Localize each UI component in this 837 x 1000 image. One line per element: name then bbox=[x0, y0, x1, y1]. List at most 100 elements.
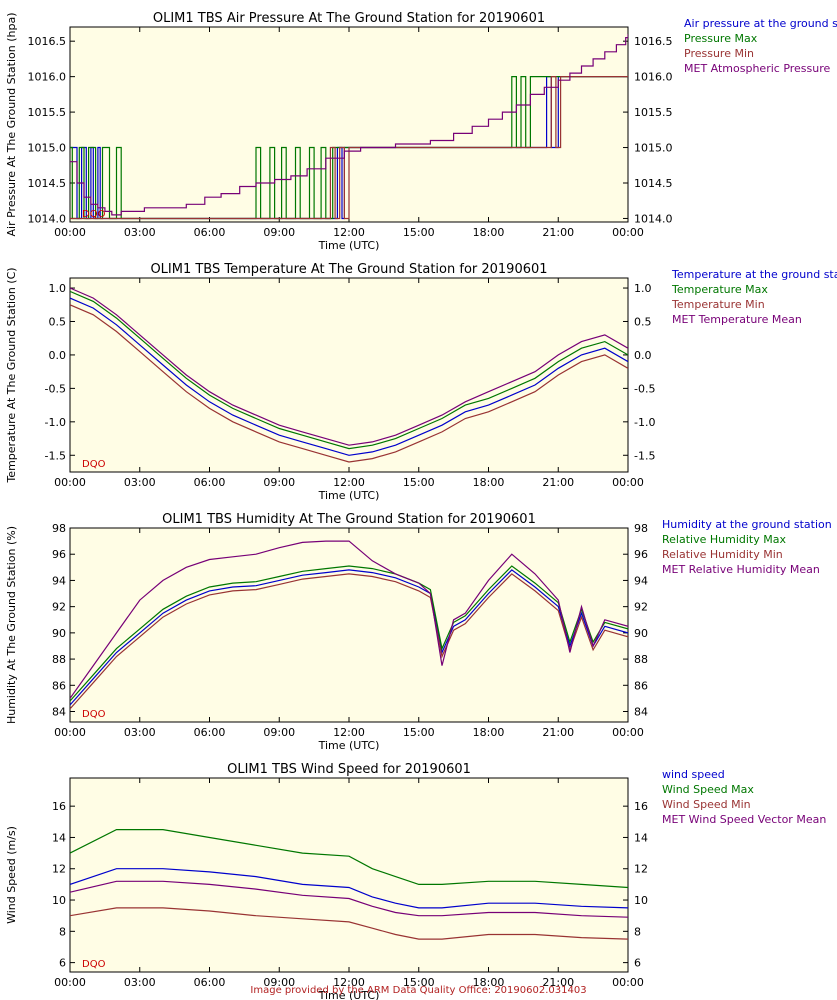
series-line-2 bbox=[70, 573, 628, 710]
x-tick-label: 12:00 bbox=[333, 726, 365, 739]
plot-area bbox=[69, 527, 629, 723]
y-tick-label-right: 1015.0 bbox=[634, 142, 673, 155]
x-tick-label: 21:00 bbox=[542, 476, 574, 489]
x-axis-label: Time (UTC) bbox=[318, 989, 380, 1000]
y-tick-label-right: 1016.0 bbox=[634, 71, 673, 84]
y-axis-label: Wind Speed (m/s) bbox=[5, 826, 18, 924]
x-tick-label: 15:00 bbox=[403, 726, 435, 739]
legend-entry: Humidity at the ground station bbox=[662, 518, 832, 531]
x-tick-label: 03:00 bbox=[124, 976, 156, 989]
y-tick-label: 1014.5 bbox=[28, 177, 67, 190]
dqo-annotation: DQO bbox=[82, 709, 106, 720]
y-tick-label-right: 8 bbox=[634, 925, 641, 938]
x-tick-label: 00:00 bbox=[54, 226, 86, 239]
legend-entry: MET Atmospheric Pressure bbox=[684, 62, 831, 75]
x-tick-label: 06:00 bbox=[194, 726, 226, 739]
x-axis-label: Time (UTC) bbox=[318, 239, 380, 252]
y-tick-label-right: 1016.5 bbox=[634, 35, 673, 48]
series-line-1 bbox=[70, 290, 628, 450]
legend-entry: MET Wind Speed Vector Mean bbox=[662, 813, 826, 826]
x-tick-label: 00:00 bbox=[54, 726, 86, 739]
chart-panel-1: OLIM1 TBS Temperature At The Ground Stat… bbox=[5, 262, 837, 502]
x-tick-label: 21:00 bbox=[542, 726, 574, 739]
legend-entry: MET Relative Humidity Mean bbox=[662, 563, 820, 576]
series-line-3 bbox=[70, 540, 628, 699]
x-tick-label: 06:00 bbox=[194, 476, 226, 489]
y-axis-label: Air Pressure At The Ground Station (hpa) bbox=[5, 12, 18, 236]
legend-entry: Air pressure at the ground sta bbox=[684, 17, 837, 30]
series-line-1 bbox=[70, 76, 628, 220]
legend-entry: Relative Humidity Max bbox=[662, 533, 786, 546]
x-tick-label: 06:00 bbox=[194, 226, 226, 239]
y-tick-label: 0.5 bbox=[49, 315, 67, 328]
y-tick-label-right: 94 bbox=[634, 574, 648, 587]
x-tick-label: 15:00 bbox=[403, 476, 435, 489]
x-tick-label: 03:00 bbox=[124, 476, 156, 489]
y-tick-label: 92 bbox=[52, 601, 66, 614]
footer-credit: Image provided by the ARM Data Quality O… bbox=[250, 985, 587, 996]
y-tick-label-right: -1.0 bbox=[634, 416, 655, 429]
x-tick-label: 15:00 bbox=[403, 976, 435, 989]
y-tick-label-right: 14 bbox=[634, 831, 648, 844]
y-tick-label-right: 1014.5 bbox=[634, 177, 673, 190]
y-axis-label: Temperature At The Ground Station (C) bbox=[5, 267, 18, 483]
x-tick-label: 12:00 bbox=[333, 226, 365, 239]
x-tick-label: 12:00 bbox=[333, 976, 365, 989]
plot-area bbox=[69, 777, 629, 973]
x-tick-label: 15:00 bbox=[403, 226, 435, 239]
y-tick-label-right: -0.5 bbox=[634, 382, 655, 395]
legend-entry: Temperature Min bbox=[671, 298, 765, 311]
y-tick-label-right: 86 bbox=[634, 679, 648, 692]
y-tick-label-right: 12 bbox=[634, 863, 648, 876]
series-line-2 bbox=[70, 907, 628, 940]
y-tick-label: 12 bbox=[52, 863, 66, 876]
y-tick-label-right: 0.0 bbox=[634, 349, 652, 362]
y-tick-label-right: 98 bbox=[634, 522, 648, 535]
series-line-2 bbox=[70, 304, 628, 463]
legend-entry: wind speed bbox=[662, 768, 725, 781]
y-tick-label-right: 0.5 bbox=[634, 315, 652, 328]
x-tick-label: 00:00 bbox=[612, 976, 644, 989]
y-tick-label-right: 84 bbox=[634, 706, 648, 719]
x-tick-label: 18:00 bbox=[473, 226, 505, 239]
series-line-3 bbox=[70, 287, 628, 446]
x-tick-label: 03:00 bbox=[124, 726, 156, 739]
chart-title: OLIM1 TBS Temperature At The Ground Stat… bbox=[150, 262, 547, 277]
x-tick-label: 18:00 bbox=[473, 476, 505, 489]
y-tick-label: 88 bbox=[52, 653, 66, 666]
x-tick-label: 03:00 bbox=[124, 226, 156, 239]
series-line-3 bbox=[70, 880, 628, 918]
legend-entry: Wind Speed Min bbox=[662, 798, 751, 811]
y-tick-label-right: 1.0 bbox=[634, 282, 652, 295]
legend-entry: Relative Humidity Min bbox=[662, 548, 783, 561]
y-tick-label-right: 10 bbox=[634, 894, 648, 907]
dqo-annotation: DQO bbox=[82, 209, 106, 220]
y-tick-label-right: -1.5 bbox=[634, 449, 655, 462]
y-tick-label: 14 bbox=[52, 831, 66, 844]
x-tick-label: 00:00 bbox=[612, 226, 644, 239]
y-tick-label-right: 88 bbox=[634, 653, 648, 666]
x-axis-label: Time (UTC) bbox=[318, 489, 380, 502]
chart-panel-3: OLIM1 TBS Wind Speed for 20190601 00:00 03… bbox=[5, 762, 826, 1000]
dqo-annotation: DQO bbox=[82, 459, 106, 470]
y-tick-label: 0.0 bbox=[49, 349, 67, 362]
y-tick-label-right: 90 bbox=[634, 627, 648, 640]
legend-entry: Pressure Min bbox=[684, 47, 754, 60]
plot-area bbox=[69, 277, 629, 473]
y-tick-label: 1015.0 bbox=[28, 142, 67, 155]
y-tick-label: 84 bbox=[52, 706, 66, 719]
chart-title: OLIM1 TBS Humidity At The Ground Station… bbox=[162, 512, 536, 527]
y-tick-label-right: 92 bbox=[634, 601, 648, 614]
series-line-3 bbox=[70, 34, 628, 216]
y-tick-label: 1.0 bbox=[49, 282, 67, 295]
x-tick-label: 21:00 bbox=[542, 976, 574, 989]
y-tick-label-right: 16 bbox=[634, 800, 648, 813]
y-tick-label-right: 1014.0 bbox=[634, 212, 673, 225]
y-tick-label: 10 bbox=[52, 894, 66, 907]
y-tick-label: 98 bbox=[52, 522, 66, 535]
x-tick-label: 18:00 bbox=[473, 976, 505, 989]
legend-entry: Temperature at the ground stati bbox=[671, 268, 837, 281]
x-tick-label: 18:00 bbox=[473, 726, 505, 739]
y-tick-label: -0.5 bbox=[45, 382, 66, 395]
